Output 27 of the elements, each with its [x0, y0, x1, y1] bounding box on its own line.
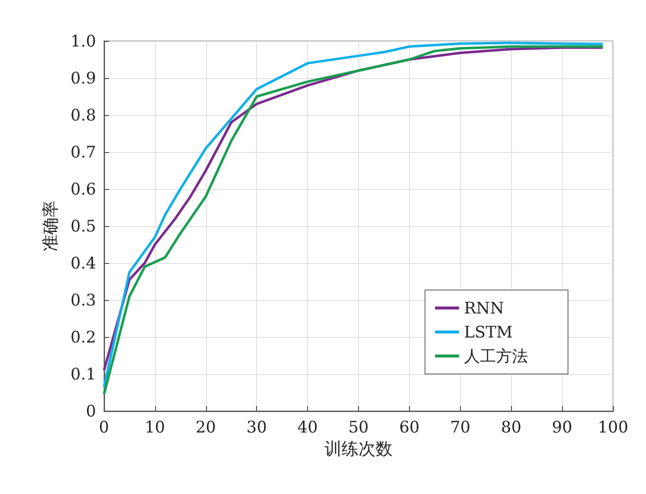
y-tick-label: 0.9 — [70, 68, 96, 88]
y-tick-label: 0 — [86, 402, 96, 420]
y-tick-label: 0.8 — [70, 106, 96, 124]
x-tick-label: 100 — [598, 418, 628, 436]
x-tick-label: 70 — [450, 418, 470, 436]
y-tick-label: 0.1 — [70, 364, 96, 384]
x-tick-label: 50 — [348, 418, 369, 436]
y-tick-label: 0.4 — [70, 254, 96, 272]
x-tick-label: 60 — [399, 418, 420, 436]
y-tick-label: 0.6 — [70, 180, 96, 198]
y-tick-label: 0.5 — [70, 216, 96, 236]
y-axis-title: 准确率 — [41, 200, 62, 252]
legend-label: RNN — [464, 298, 504, 318]
x-tick-label: 30 — [246, 418, 267, 436]
legend-label: 人工方法 — [464, 346, 528, 366]
y-tick-label: 1.0 — [70, 32, 96, 50]
x-tick-label: 40 — [297, 418, 318, 436]
legend-label: LSTM — [464, 322, 513, 342]
x-tick-label: 10 — [144, 418, 166, 436]
y-tick-label: 0.2 — [70, 328, 96, 346]
x-axis-title: 训练次数 — [324, 440, 392, 460]
x-tick-label: 90 — [552, 418, 572, 436]
y-tick-label: 0.7 — [70, 142, 96, 162]
x-tick-label: 80 — [501, 418, 522, 436]
x-tick-label: 20 — [196, 418, 216, 436]
y-tick-label: 0.3 — [70, 290, 96, 310]
x-tick-label: 0 — [98, 418, 110, 436]
